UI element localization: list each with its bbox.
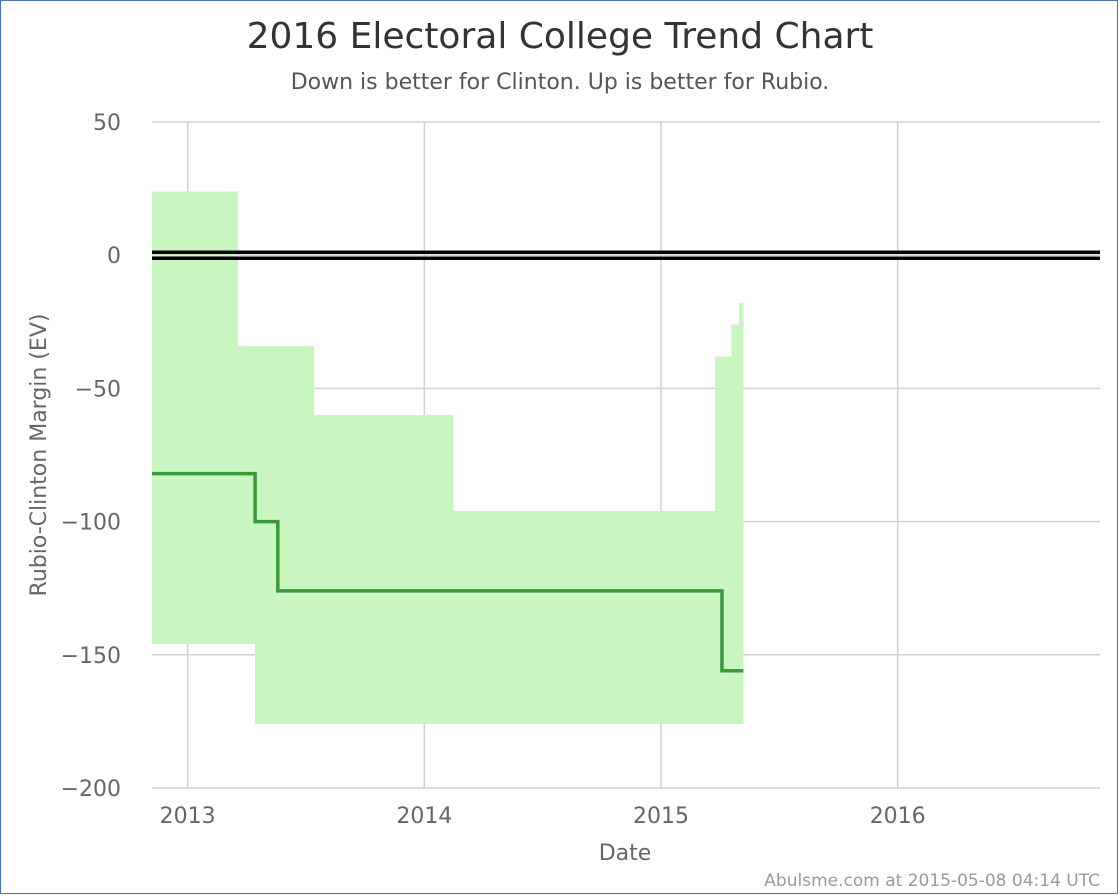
x-tick-label: 2014	[396, 804, 452, 829]
chart-title: 2016 Electoral College Trend Chart	[247, 16, 874, 57]
y-tick-label: 50	[93, 111, 121, 136]
y-tick-label: −100	[61, 511, 121, 536]
y-tick-label: −150	[61, 644, 121, 669]
footer-credit: Abulsme.com at 2015-05-08 04:14 UTC	[764, 871, 1100, 891]
band-segment	[738, 303, 744, 725]
chart-subtitle: Down is better for Clinton. Up is better…	[291, 70, 830, 95]
x-tick-label: 2015	[633, 804, 689, 829]
zero-reference-line	[152, 250, 1100, 260]
band-segment	[238, 345, 256, 645]
x-tick-labels: 2013 2014 2015 2016	[160, 804, 926, 829]
band-segment	[714, 356, 732, 725]
x-tick-label: 2013	[160, 804, 216, 829]
band-segment	[152, 191, 239, 645]
band-segment	[453, 510, 715, 725]
margin-line-path	[152, 471, 744, 673]
y-axis-label: Rubio-Clinton Margin (EV)	[27, 314, 52, 597]
y-tick-label: 0	[107, 244, 121, 269]
y-tick-label: −200	[61, 777, 121, 802]
x-axis-label: Date	[599, 841, 652, 866]
band-segment	[314, 415, 454, 725]
x-tick-label: 2016	[870, 804, 926, 829]
y-tick-labels: 50 0 −50 −100 −150 −200	[61, 111, 121, 802]
range-band	[152, 191, 744, 725]
margin-line	[152, 471, 744, 673]
y-tick-label: −50	[75, 377, 121, 402]
band-segment	[255, 345, 315, 725]
gridlines	[152, 121, 1100, 789]
band-segment	[731, 324, 739, 725]
